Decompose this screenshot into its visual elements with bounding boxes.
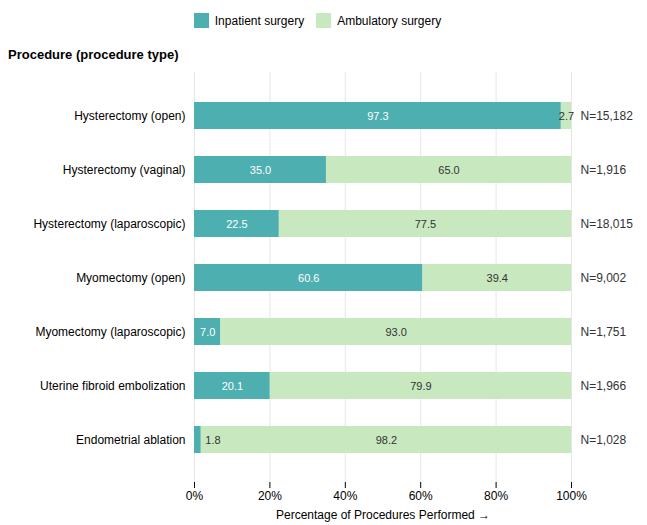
svg-text:N=1,916: N=1,916 xyxy=(581,163,627,177)
svg-text:Uterine fibroid embolization: Uterine fibroid embolization xyxy=(40,379,185,393)
svg-text:N=1,751: N=1,751 xyxy=(581,325,627,339)
svg-text:97.3: 97.3 xyxy=(367,110,388,122)
svg-text:60.6: 60.6 xyxy=(298,272,319,284)
svg-text:Hysterectomy (open): Hysterectomy (open) xyxy=(74,109,185,123)
svg-text:Hysterectomy (laparoscopic): Hysterectomy (laparoscopic) xyxy=(33,217,185,231)
svg-text:Myomectomy (open): Myomectomy (open) xyxy=(76,271,185,285)
svg-text:65.0: 65.0 xyxy=(438,164,459,176)
svg-text:79.9: 79.9 xyxy=(410,380,431,392)
svg-text:Hysterectomy (vaginal): Hysterectomy (vaginal) xyxy=(63,163,186,177)
html-text:Procedure (procedure type): Procedure (procedure type) xyxy=(8,47,179,62)
svg-text:77.5: 77.5 xyxy=(415,218,436,230)
svg-text:N=15,182: N=15,182 xyxy=(581,109,634,123)
svg-text:20.1: 20.1 xyxy=(222,380,243,392)
svg-text:60%: 60% xyxy=(409,489,433,503)
svg-text:Endometrial ablation: Endometrial ablation xyxy=(76,433,185,447)
html-text:Inpatient surgery: Inpatient surgery xyxy=(214,13,305,28)
svg-text:2.7: 2.7 xyxy=(559,110,574,122)
svg-text:93.0: 93.0 xyxy=(385,326,406,338)
svg-text:7.0: 7.0 xyxy=(200,326,215,338)
svg-text:80%: 80% xyxy=(484,489,508,503)
html-text:Ambulatory surgery: Ambulatory surgery xyxy=(337,13,442,28)
svg-text:98.2: 98.2 xyxy=(376,434,397,446)
svg-text:0%: 0% xyxy=(186,489,204,503)
svg-text:35.0: 35.0 xyxy=(250,164,271,176)
svg-text:N=18,015: N=18,015 xyxy=(581,217,634,231)
svg-text:1.8: 1.8 xyxy=(205,434,220,446)
svg-text:N=9,002: N=9,002 xyxy=(581,271,627,285)
svg-text:39.4: 39.4 xyxy=(487,272,508,284)
svg-text:Myomectomy (laparoscopic): Myomectomy (laparoscopic) xyxy=(35,325,185,339)
svg-text:100%: 100% xyxy=(556,489,587,503)
svg-text:N=1,028: N=1,028 xyxy=(581,433,627,447)
svg-text:22.5: 22.5 xyxy=(226,218,247,230)
svg-text:N=1,966: N=1,966 xyxy=(581,379,627,393)
svg-text:40%: 40% xyxy=(333,489,357,503)
svg-text:Percentage of Procedures Perfo: Percentage of Procedures Performed → xyxy=(276,508,490,522)
svg-text:20%: 20% xyxy=(258,489,282,503)
